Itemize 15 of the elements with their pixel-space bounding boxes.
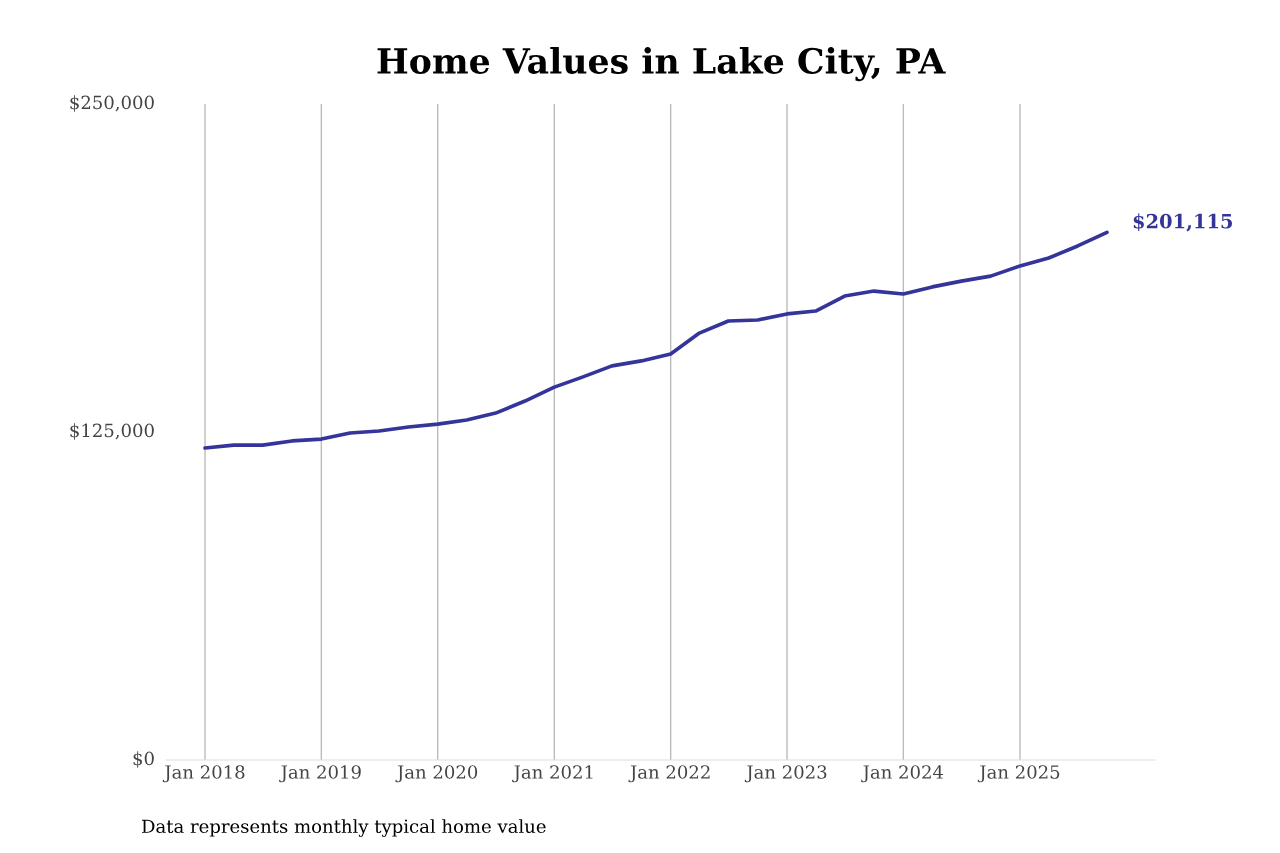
y-tick-label: $0 <box>133 751 154 768</box>
text: Data represents monthly typical home value <box>142 819 546 837</box>
x-tick-label: Jan 2021 <box>512 765 593 783</box>
x-tick-label: Jan 2024 <box>861 765 944 783</box>
y-tick-label: $250,000 <box>70 95 154 112</box>
x-tick-label: Jan 2020 <box>395 765 478 783</box>
x-tick-label: Jan 2023 <box>744 765 827 783</box>
line-series <box>203 230 1109 450</box>
x-tick-label: Jan 2019 <box>279 765 361 783</box>
chart-title: Home Values in Lake City, PA <box>377 47 946 82</box>
x-tick-label: Jan 2022 <box>628 765 710 783</box>
x-tick-label: Jan 2025 <box>977 765 1060 783</box>
y-tick-label: $125,000 <box>70 423 154 440</box>
x-tick-label: Jan 2018 <box>162 765 245 783</box>
annotation: $201,115 <box>1133 213 1233 232</box>
